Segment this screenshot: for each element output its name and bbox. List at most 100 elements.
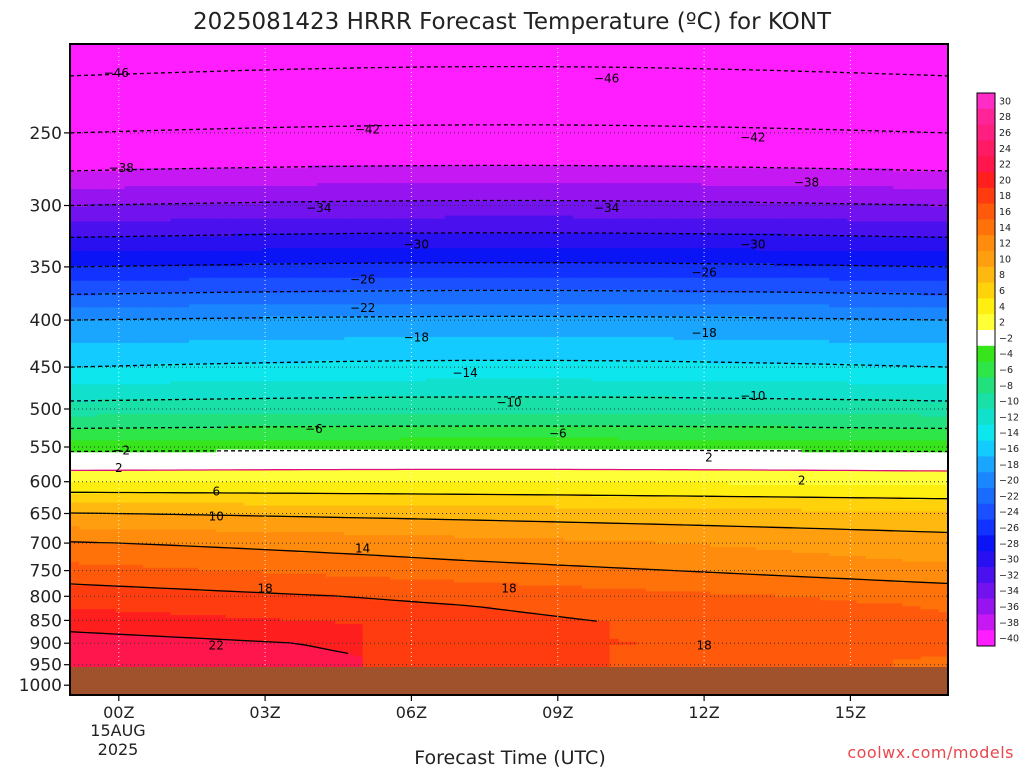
temperature-cell: [252, 67, 263, 72]
temperature-cell: [188, 653, 199, 658]
temperature-cell: [243, 144, 254, 149]
temperature-cell: [188, 248, 199, 252]
temperature-cell: [124, 461, 135, 465]
temperature-cell: [106, 230, 117, 234]
temperature-cell: [88, 632, 99, 637]
temperature-cell: [97, 585, 108, 590]
temperature-cell: [97, 191, 108, 196]
temperature-cell: [152, 558, 163, 563]
temperature-cell: [188, 422, 199, 427]
temperature-cell: [271, 378, 281, 382]
temperature-cell: [179, 413, 190, 418]
temperature-cell: [79, 268, 89, 273]
temperature-cell: [161, 44, 172, 48]
temperature-cell: [134, 455, 144, 459]
temperature-cell: [161, 443, 172, 448]
temperature-cell: [106, 254, 117, 258]
temperature-cell: [188, 431, 199, 436]
temperature-cell: [170, 623, 181, 628]
temperature-cell: [170, 629, 181, 634]
temperature-cell: [134, 304, 144, 308]
temperature-cell: [97, 70, 108, 75]
temperature-cell: [152, 647, 163, 652]
temperature-cell: [79, 180, 89, 184]
temperature-cell: [198, 171, 208, 175]
temperature-cell: [170, 135, 181, 140]
temperature-cell: [152, 325, 163, 329]
temperature-cell: [207, 351, 217, 356]
temperature-cell: [179, 573, 190, 578]
temperature-cell: [134, 262, 144, 267]
temperature-cell: [216, 162, 227, 166]
temperature-cell: [124, 535, 135, 539]
temperature-cell: [216, 277, 227, 282]
temperature-cell: [97, 567, 108, 572]
temperature-cell: [88, 342, 99, 347]
temperature-cell: [198, 177, 208, 181]
temperature-cell: [252, 641, 263, 646]
temperature-cell: [179, 600, 190, 604]
temperature-cell: [161, 564, 172, 569]
temperature-cell: [161, 180, 172, 184]
temperature-cell: [252, 570, 263, 575]
temperature-cell: [152, 410, 163, 415]
temperature-cell: [143, 458, 153, 462]
temperature-cell: [134, 372, 144, 377]
temperature-cell: [124, 103, 135, 107]
temperature-cell: [88, 319, 99, 323]
temperature-cell: [124, 325, 135, 329]
temperature-cell: [207, 621, 217, 625]
temperature-cell: [97, 354, 108, 359]
temperature-cell: [188, 381, 199, 385]
temperature-cell: [188, 265, 199, 270]
temperature-cell: [216, 609, 227, 613]
temperature-cell: [170, 381, 181, 385]
temperature-cell: [161, 209, 172, 214]
temperature-cell: [252, 221, 263, 226]
temperature-cell: [124, 295, 135, 300]
temperature-cell: [88, 103, 99, 107]
temperature-cell: [198, 428, 208, 433]
temperature-cell: [170, 564, 181, 569]
temperature-cell: [124, 230, 135, 234]
temperature-cell: [115, 331, 126, 335]
temperature-cell: [161, 55, 172, 60]
temperature-cell: [216, 467, 227, 471]
temperature-cell: [225, 67, 236, 72]
temperature-cell: [225, 517, 236, 522]
temperature-cell: [243, 532, 254, 536]
temperature-cell: [262, 215, 272, 220]
temperature-cell: [152, 428, 163, 433]
temperature-cell: [79, 606, 89, 610]
temperature-cell: [179, 230, 190, 234]
temperature-cell: [134, 478, 144, 483]
temperature-cell: [188, 197, 199, 202]
temperature-cell: [170, 85, 181, 89]
temperature-cell: [134, 55, 144, 60]
temperature-cell: [143, 470, 153, 474]
temperature-cell: [271, 434, 281, 439]
temperature-cell: [152, 61, 163, 66]
temperature-cell: [243, 218, 254, 223]
temperature-cell: [271, 221, 281, 226]
temperature-cell: [252, 339, 263, 344]
temperature-cell: [88, 109, 99, 113]
temperature-cell: [262, 653, 272, 658]
temperature-cell: [143, 298, 153, 303]
temperature-cell: [207, 97, 217, 101]
temperature-cell: [207, 517, 217, 522]
temperature-cell: [79, 221, 89, 226]
temperature-cell: [161, 567, 172, 572]
temperature-cell: [225, 591, 236, 595]
temperature-cell: [88, 112, 99, 116]
temperature-cell: [88, 481, 99, 486]
temperature-cell: [262, 366, 272, 371]
temperature-cell: [243, 508, 254, 513]
temperature-cell: [97, 564, 108, 569]
temperature-cell: [234, 372, 245, 377]
temperature-cell: [124, 378, 135, 382]
temperature-cell: [124, 547, 135, 551]
temperature-cell: [79, 233, 89, 237]
temperature-cell: [161, 464, 172, 468]
temperature-cell: [97, 446, 108, 450]
